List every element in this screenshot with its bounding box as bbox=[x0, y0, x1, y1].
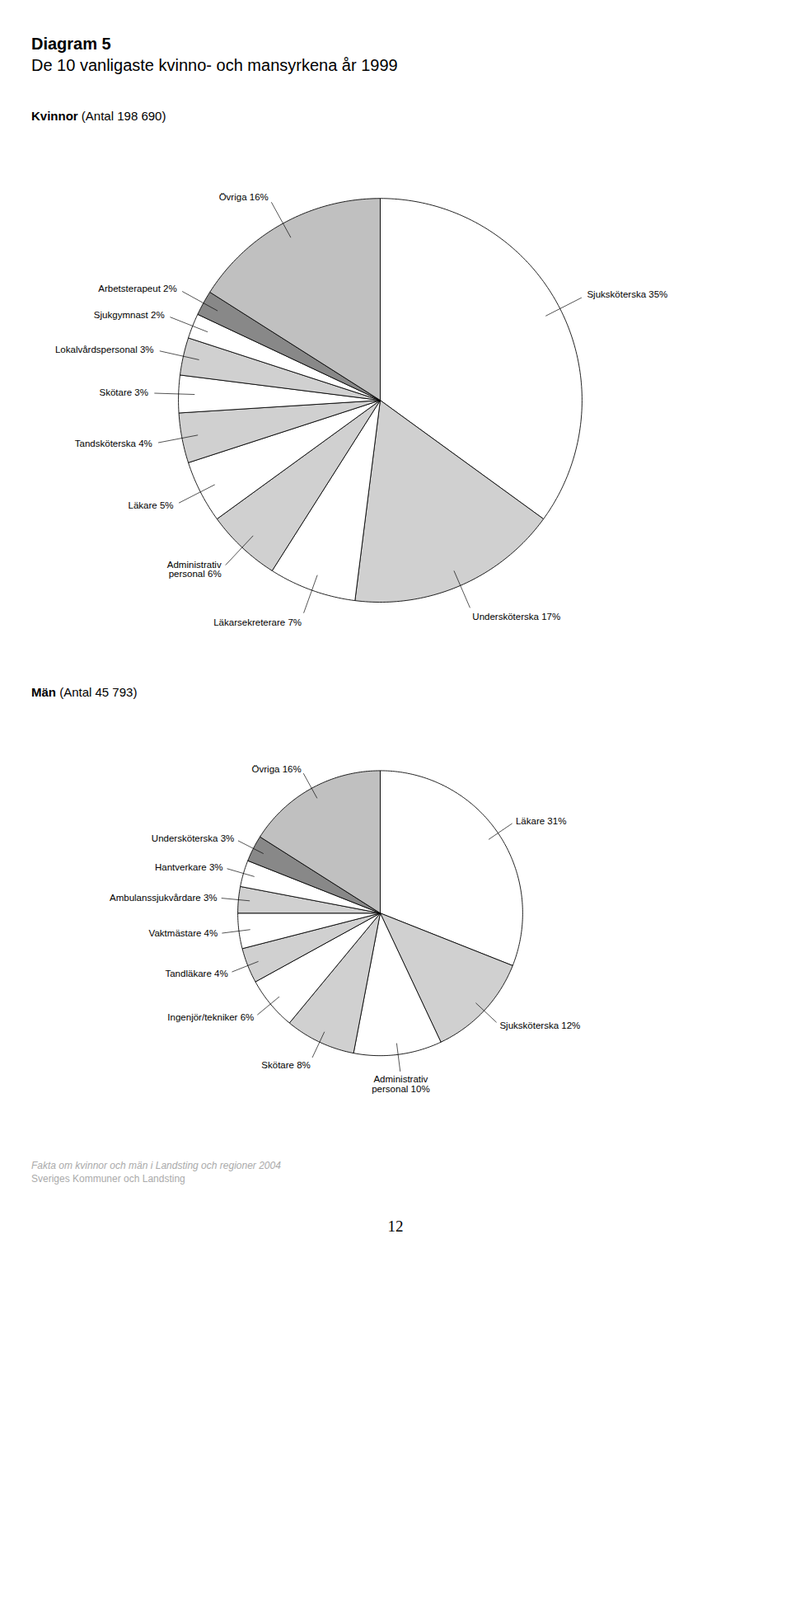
html-text:Fakta om kvinnor och män i Lan: Fakta om kvinnor och män i Landsting och… bbox=[31, 1159, 281, 1171]
svg-text:Läkarsekreterare 7%: Läkarsekreterare 7% bbox=[213, 617, 302, 628]
svg-text:Undersköterska 17%: Undersköterska 17% bbox=[472, 611, 561, 622]
svg-text:Ingenjör/tekniker 6%: Ingenjör/tekniker 6% bbox=[167, 1011, 254, 1022]
html-text:12: 12 bbox=[387, 1216, 404, 1235]
html-text:Kvinnor (Antal 198 690): Kvinnor (Antal 198 690) bbox=[31, 108, 166, 123]
svg-text:Tandläkare 4%: Tandläkare 4% bbox=[164, 968, 228, 979]
svg-text:Övriga 16%: Övriga 16% bbox=[219, 191, 269, 202]
html-text:Sveriges Kommuner och Landstin: Sveriges Kommuner och Landsting bbox=[31, 1172, 186, 1184]
svg-text:Sjukgymnast 2%: Sjukgymnast 2% bbox=[93, 309, 165, 320]
html-text:Män (Antal 45 793): Män (Antal 45 793) bbox=[31, 684, 138, 699]
svg-text:Hantverkare 3%: Hantverkare 3% bbox=[154, 861, 224, 872]
html-text:De 10 vanligaste kvinno- och m: De 10 vanligaste kvinno- och mansyrkena … bbox=[31, 56, 398, 75]
svg-text:Läkare 5%: Läkare 5% bbox=[127, 500, 174, 511]
svg-text:Sjuksköterska 12%: Sjuksköterska 12% bbox=[499, 1020, 581, 1030]
svg-text:Undersköterska 3%: Undersköterska 3% bbox=[151, 833, 235, 844]
html-text:Diagram 5: Diagram 5 bbox=[31, 34, 111, 53]
svg-text:Ambulanssjukvårdare 3%: Ambulanssjukvårdare 3% bbox=[109, 892, 218, 903]
svg-text:Vaktmästare 4%: Vaktmästare 4% bbox=[149, 928, 219, 939]
svg-text:Arbetsterapeut 2%: Arbetsterapeut 2% bbox=[98, 283, 177, 294]
svg-text:Administrativpersonal 10%: Administrativpersonal 10% bbox=[371, 1073, 430, 1094]
svg-text:Skötare 8%: Skötare 8% bbox=[261, 1059, 311, 1070]
svg-text:Administrativpersonal 6%: Administrativpersonal 6% bbox=[167, 559, 222, 580]
svg-text:Övriga 16%: Övriga 16% bbox=[252, 764, 302, 775]
svg-text:Läkare 31%: Läkare 31% bbox=[515, 815, 567, 826]
svg-text:Sjuksköterska 35%: Sjuksköterska 35% bbox=[586, 289, 668, 300]
svg-text:Lokalvårdspersonal 3%: Lokalvårdspersonal 3% bbox=[55, 344, 155, 355]
svg-text:Tandsköterska 4%: Tandsköterska 4% bbox=[74, 438, 153, 449]
svg-text:Skötare 3%: Skötare 3% bbox=[98, 387, 149, 398]
